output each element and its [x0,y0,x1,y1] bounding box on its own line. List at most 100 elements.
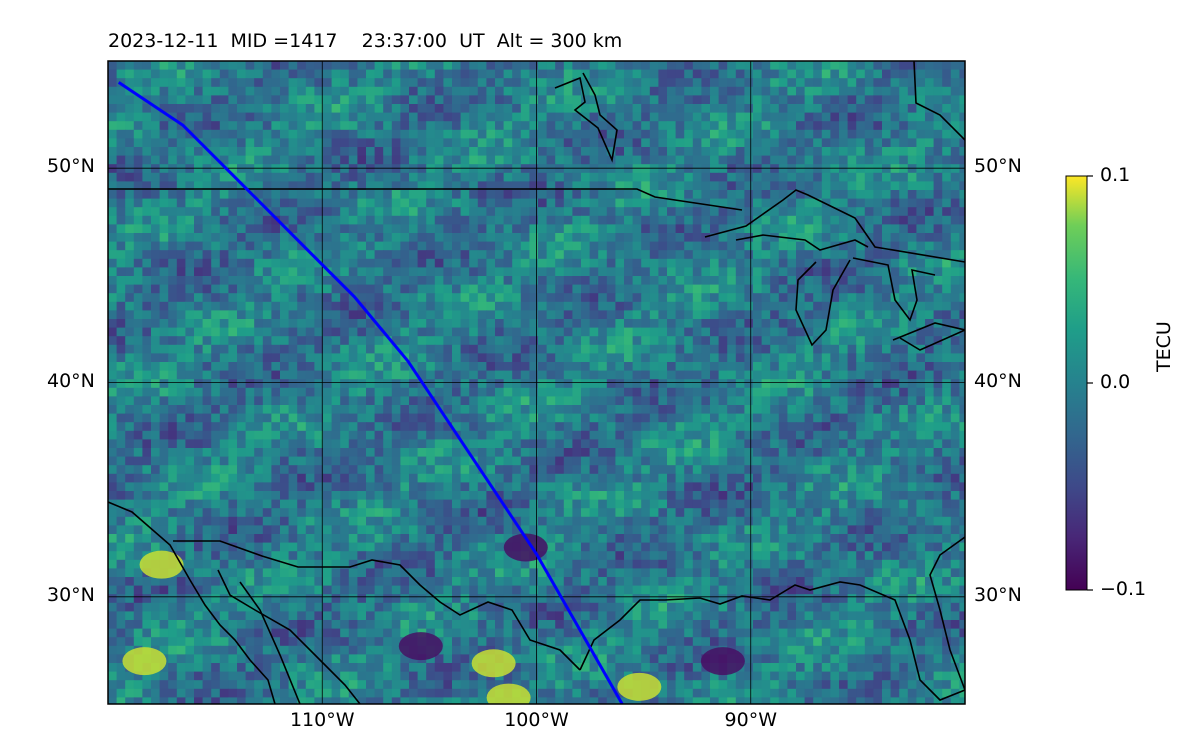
tec-cell [219,267,229,277]
tec-cell [856,95,866,105]
tec-cell [434,267,444,277]
tec-cell [228,258,238,268]
tec-cell [125,344,135,354]
tec-cell [830,439,840,449]
tec-cell [624,465,634,475]
tec-cell [873,138,883,148]
tec-cell [916,233,926,243]
tec-cell [916,138,926,148]
tec-cell [133,482,143,492]
tec-cell [495,258,505,268]
tec-cell [899,370,909,380]
map-header: 2023-12-11 MID =1417 23:37:00 UT Alt = 3… [108,30,622,52]
tec-cell [899,190,909,200]
tec-cell [383,276,393,286]
tec-cell [116,422,126,432]
tec-cell [383,207,393,217]
tec-cell [383,104,393,114]
tec-cell [142,69,152,79]
tec-cell [452,456,462,466]
tec-cell [718,86,728,96]
tec-cell [959,344,965,354]
tec-cell [692,138,702,148]
tec-cell [194,198,204,208]
tec-cell [572,284,582,294]
tec-cell [864,379,874,389]
tec-cell [237,405,247,415]
tec-cell [692,241,702,251]
tec-cell [486,284,496,294]
tec-cell [718,362,728,372]
tec-cell [211,284,221,294]
tec-cell [323,362,333,372]
tec-cell [288,413,298,423]
tec-cell [297,172,307,182]
tec-cell [280,448,290,458]
tec-cell [512,215,522,225]
tec-cell [641,473,651,483]
tec-cell [409,233,419,243]
tec-cell [692,344,702,354]
tec-cell [133,78,143,88]
tec-cell [804,129,814,139]
tec-cell [348,250,358,260]
tec-cell [520,69,530,79]
tec-cell [727,250,737,260]
tec-cell [469,465,479,475]
tec-cell [778,138,788,148]
tec-cell [108,241,118,251]
tec-cell [675,224,685,234]
tec-cell [821,293,831,303]
tec-cell [314,336,324,346]
tec-cell [460,362,470,372]
tec-cell [495,250,505,260]
tec-cell [942,387,952,397]
tec-cell [701,129,711,139]
tec-cell [546,293,556,303]
tec-cell [667,241,677,251]
tec-cell [744,95,754,105]
tec-cell [159,215,169,225]
tec-cell [228,465,238,475]
tec-cell [770,164,780,174]
tec-cell [744,327,754,337]
tec-cell [735,379,745,389]
tec-cell [340,370,350,380]
tec-cell [331,344,341,354]
tec-cell [606,284,616,294]
tec-cell [770,405,780,415]
tec-cell [744,190,754,200]
tec-cell [658,327,668,337]
tec-cell [821,473,831,483]
tec-cell [667,138,677,148]
tec-cell [211,215,221,225]
tec-cell [202,207,212,217]
tec-cell [890,155,900,165]
tec-cell [950,293,960,303]
tec-cell [409,448,419,458]
tec-cell [262,413,272,423]
tec-cell [839,104,849,114]
tec-cell [254,276,264,286]
tec-cell [727,69,737,79]
tec-cell [821,181,831,191]
tec-cell [735,439,745,449]
tec-cell [589,69,599,79]
tec-cell [796,276,806,286]
tec-cell [383,129,393,139]
tec-cell [185,387,195,397]
tec-cell [202,250,212,260]
tec-cell [718,293,728,303]
tec-cell [624,396,634,406]
tec-cell [151,147,161,157]
tec-cell [469,396,479,406]
tec-cell [606,379,616,389]
tec-cell [495,439,505,449]
tec-cell [357,181,367,191]
tec-cell [624,250,634,260]
tec-cell [624,276,634,286]
tec-cell [830,336,840,346]
tec-cell [245,362,255,372]
tec-cell [589,258,599,268]
tec-cell [288,422,298,432]
